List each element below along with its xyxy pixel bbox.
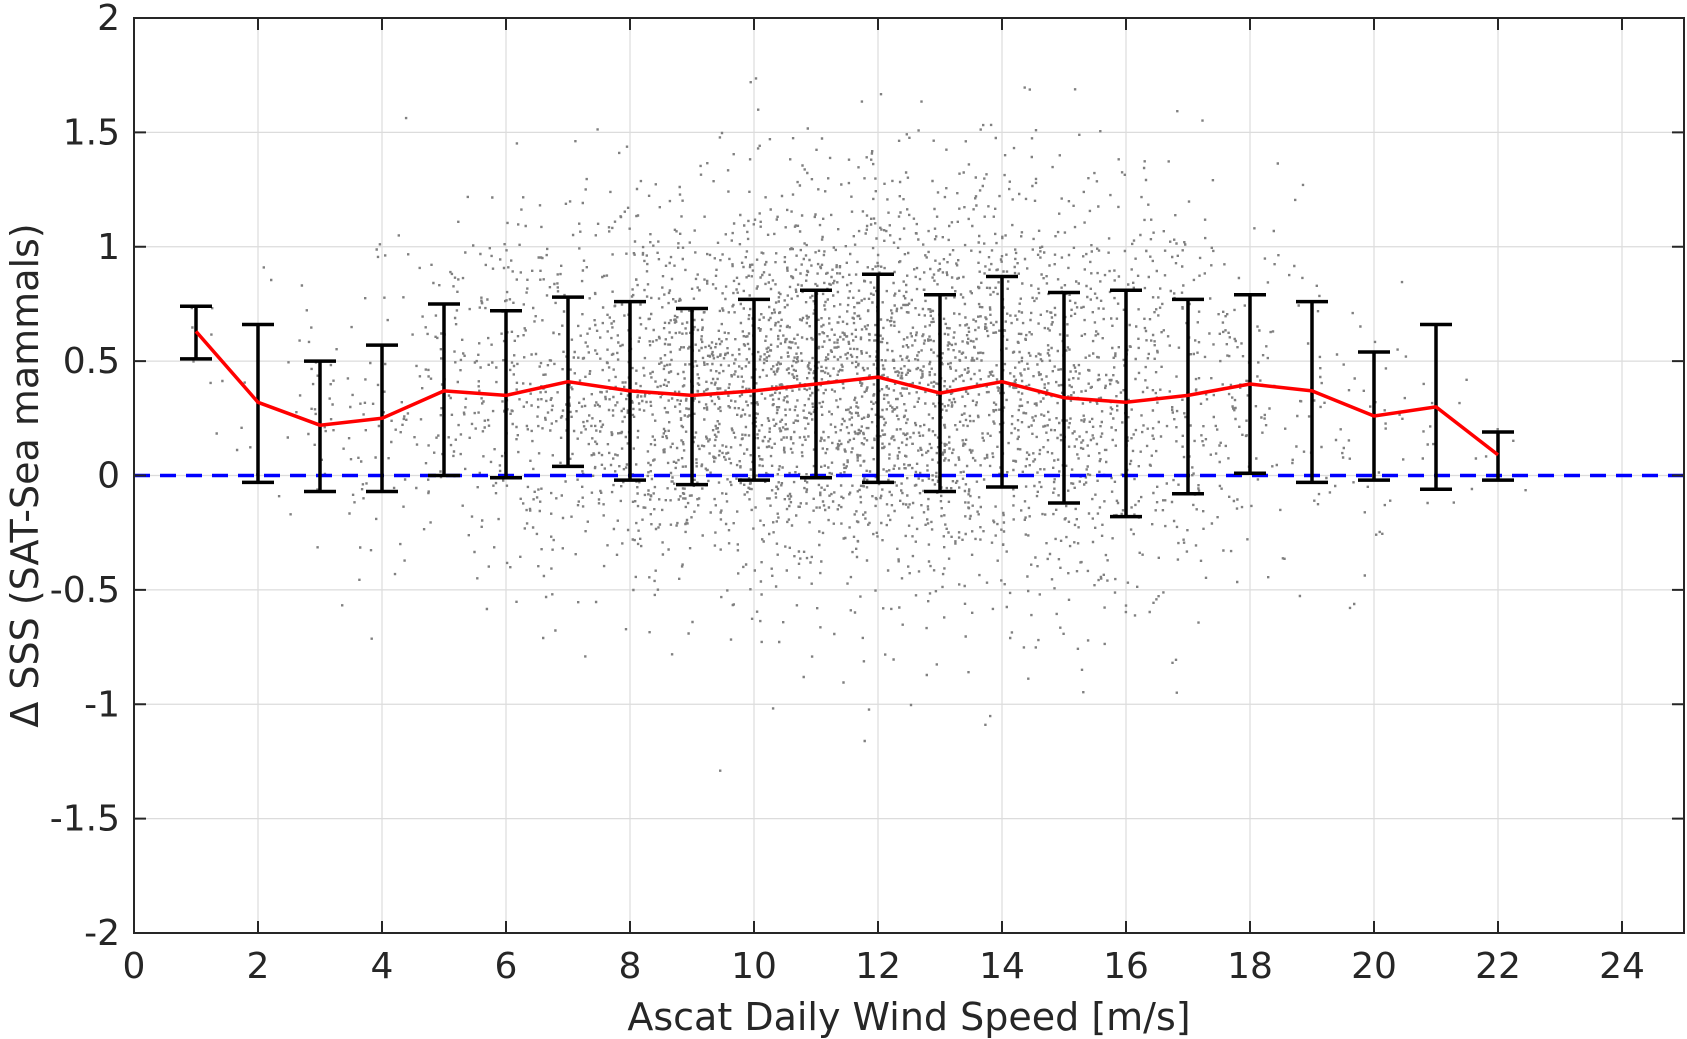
y-tick-label: -1 [84,684,120,725]
error-bars [180,272,1514,519]
y-tick-label: -2 [84,913,120,954]
x-tick-label: 14 [979,946,1025,987]
mean-line-path [194,330,1500,457]
x-tick-label: 24 [1599,946,1645,987]
y-axis-ticks: -2 -1.5 -1 -0.5 0 0.5 1 1.5 2 [50,0,1684,954]
x-tick-label: 4 [371,946,394,987]
grid [133,17,1684,934]
y-tick-label: -1.5 [50,799,120,840]
x-tick-label: 6 [495,946,518,987]
x-tick-label: 10 [731,946,777,987]
x-tick-label: 0 [123,946,146,987]
scatter-point-cloud [190,77,1527,772]
x-tick-label: 12 [855,946,901,987]
y-tick-label: 0 [97,456,120,497]
y-tick-label: 1.5 [63,112,120,153]
y-tick-label: -0.5 [50,570,120,611]
x-tick-label: 18 [1227,946,1273,987]
x-tick-label: 16 [1103,946,1149,987]
x-tick-label: 22 [1475,946,1521,987]
x-tick-label: 2 [247,946,270,987]
x-axis-ticks: 0 2 4 6 8 10 12 14 16 18 20 22 24 [123,18,1645,987]
scatter-points [190,77,1527,772]
x-tick-label: 20 [1351,946,1397,987]
y-axis-label: Δ SSS (SAT-Sea mammals) [3,223,47,727]
mean-line [194,330,1500,457]
x-tick-label: 8 [619,946,642,987]
y-tick-label: 0.5 [63,341,120,382]
y-tick-label: 1 [97,227,120,268]
x-axis-label: Ascat Daily Wind Speed [m/s] [627,995,1190,1039]
y-tick-label: 2 [97,0,120,39]
